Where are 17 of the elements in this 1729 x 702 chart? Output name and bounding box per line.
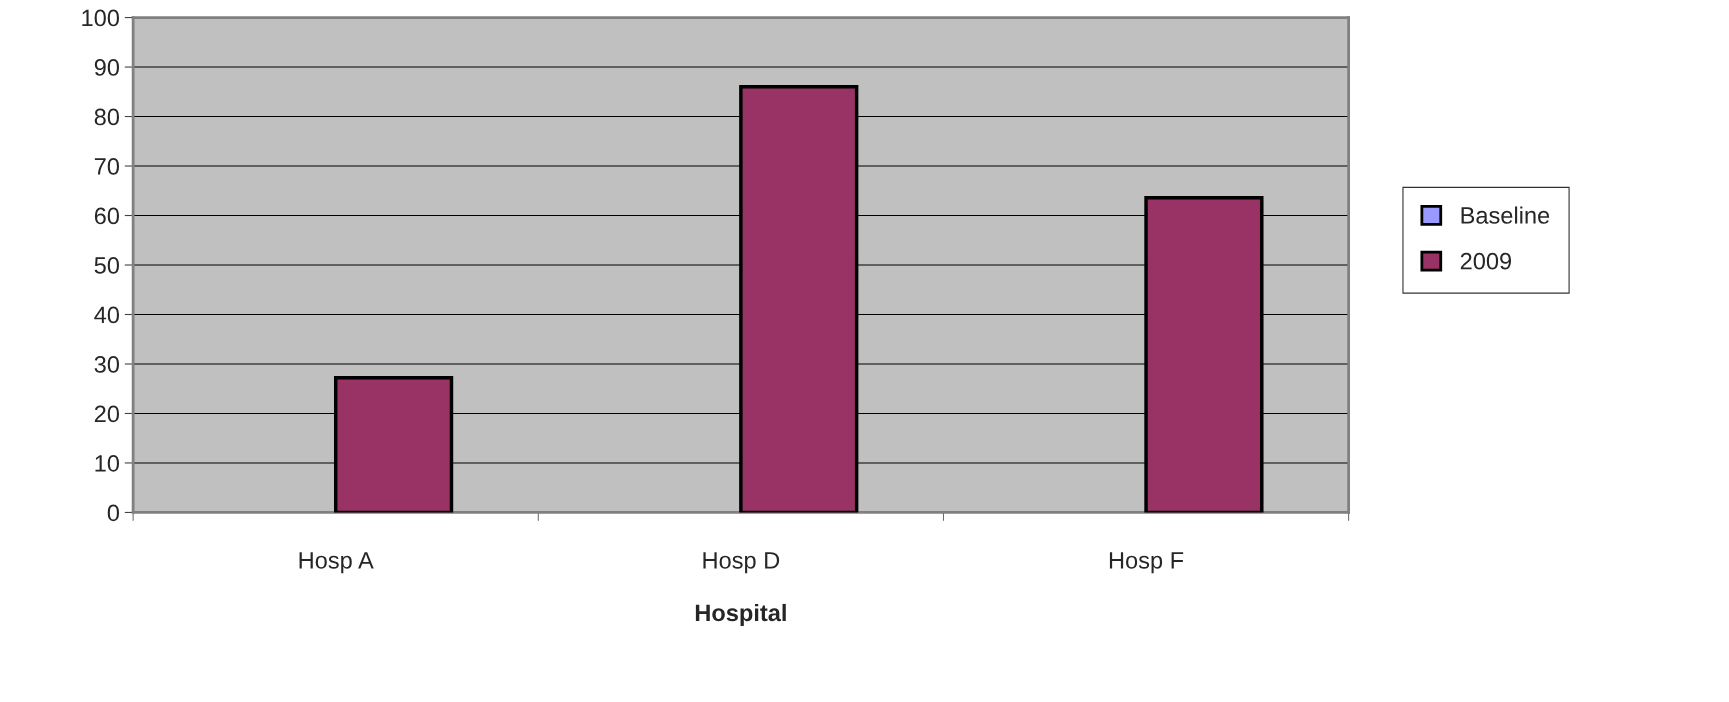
y-tick-label: 40 <box>94 306 120 324</box>
y-tick-label: 90 <box>94 59 120 76</box>
y-tick-label: 20 <box>94 405 120 423</box>
x-tick-label: Hosp D <box>703 552 780 574</box>
y-tick-label: 0 <box>107 504 120 522</box>
x-axis-title: Hospital <box>695 603 786 626</box>
legend-label: 2009 <box>1460 252 1512 270</box>
y-tick-label: 70 <box>94 158 120 175</box>
y-tick-label: 100 <box>82 9 120 27</box>
legend-label: Baseline <box>1461 206 1550 224</box>
x-tick-label: Hosp F <box>1109 552 1184 574</box>
y-tick-label: 30 <box>94 356 120 373</box>
y-tick-label: 50 <box>94 257 120 274</box>
y-tick-label: 80 <box>94 108 120 126</box>
x-tick-label: Hosp A <box>299 552 374 574</box>
y-tick-label: 10 <box>95 455 120 472</box>
y-tick-label: 60 <box>94 207 120 225</box>
